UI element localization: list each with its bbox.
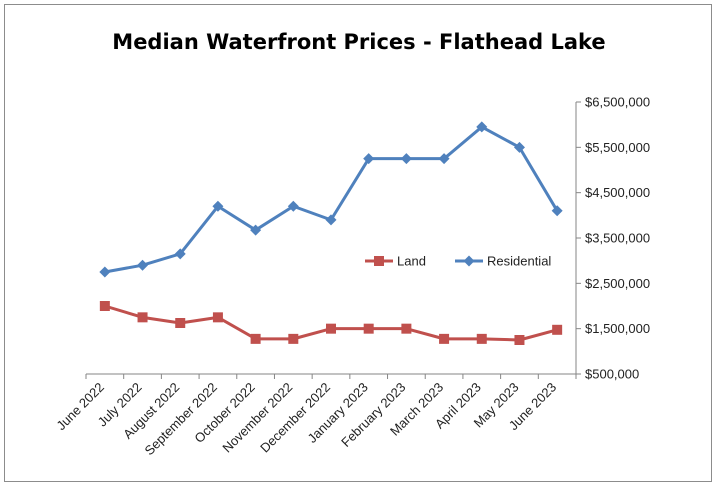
residential-point (325, 214, 337, 226)
land-point (363, 323, 374, 334)
y-tick-label: $6,500,000 (585, 95, 650, 110)
residential-point (250, 224, 262, 236)
residential-point (137, 259, 149, 271)
land-point (514, 335, 525, 345)
land-point (552, 324, 563, 335)
chart-title: Median Waterfront Prices - Flathead Lake (112, 30, 606, 54)
land-point (288, 333, 299, 344)
chart-frame (4, 4, 712, 482)
land-point (99, 301, 110, 311)
land-point (212, 312, 223, 323)
y-tick-label: $4,500,000 (585, 185, 650, 200)
land-point (175, 318, 186, 328)
residential-point (551, 205, 563, 217)
land-point (476, 333, 487, 344)
y-tick-label: $5,500,000 (585, 140, 650, 155)
residential-point (287, 200, 299, 212)
legend-land-marker (374, 256, 384, 266)
land-point (250, 333, 261, 344)
y-tick-label: $500,000 (585, 367, 639, 382)
x-tick-label: June 2022 (53, 380, 107, 434)
residential-point (438, 153, 450, 165)
residential-series-line (104, 125, 559, 274)
land-point (137, 312, 148, 323)
residential-point (513, 141, 525, 153)
residential-point (476, 121, 488, 133)
legend-land-label: Land (397, 254, 426, 269)
legend-residential-label: Residential (487, 254, 551, 269)
legend-residential-marker (463, 255, 475, 267)
residential-point (174, 248, 186, 260)
residential-point (99, 266, 111, 278)
land-point (401, 323, 412, 334)
residential-point (212, 200, 224, 212)
land-series-line (104, 304, 558, 342)
y-tick-label: $2,500,000 (585, 276, 650, 291)
land-point (439, 333, 450, 344)
residential-point (400, 153, 412, 165)
residential-point (363, 153, 375, 165)
y-tick-label: $1,500,000 (585, 321, 650, 336)
y-tick-label: $3,500,000 (585, 231, 650, 246)
land-point (326, 323, 336, 334)
